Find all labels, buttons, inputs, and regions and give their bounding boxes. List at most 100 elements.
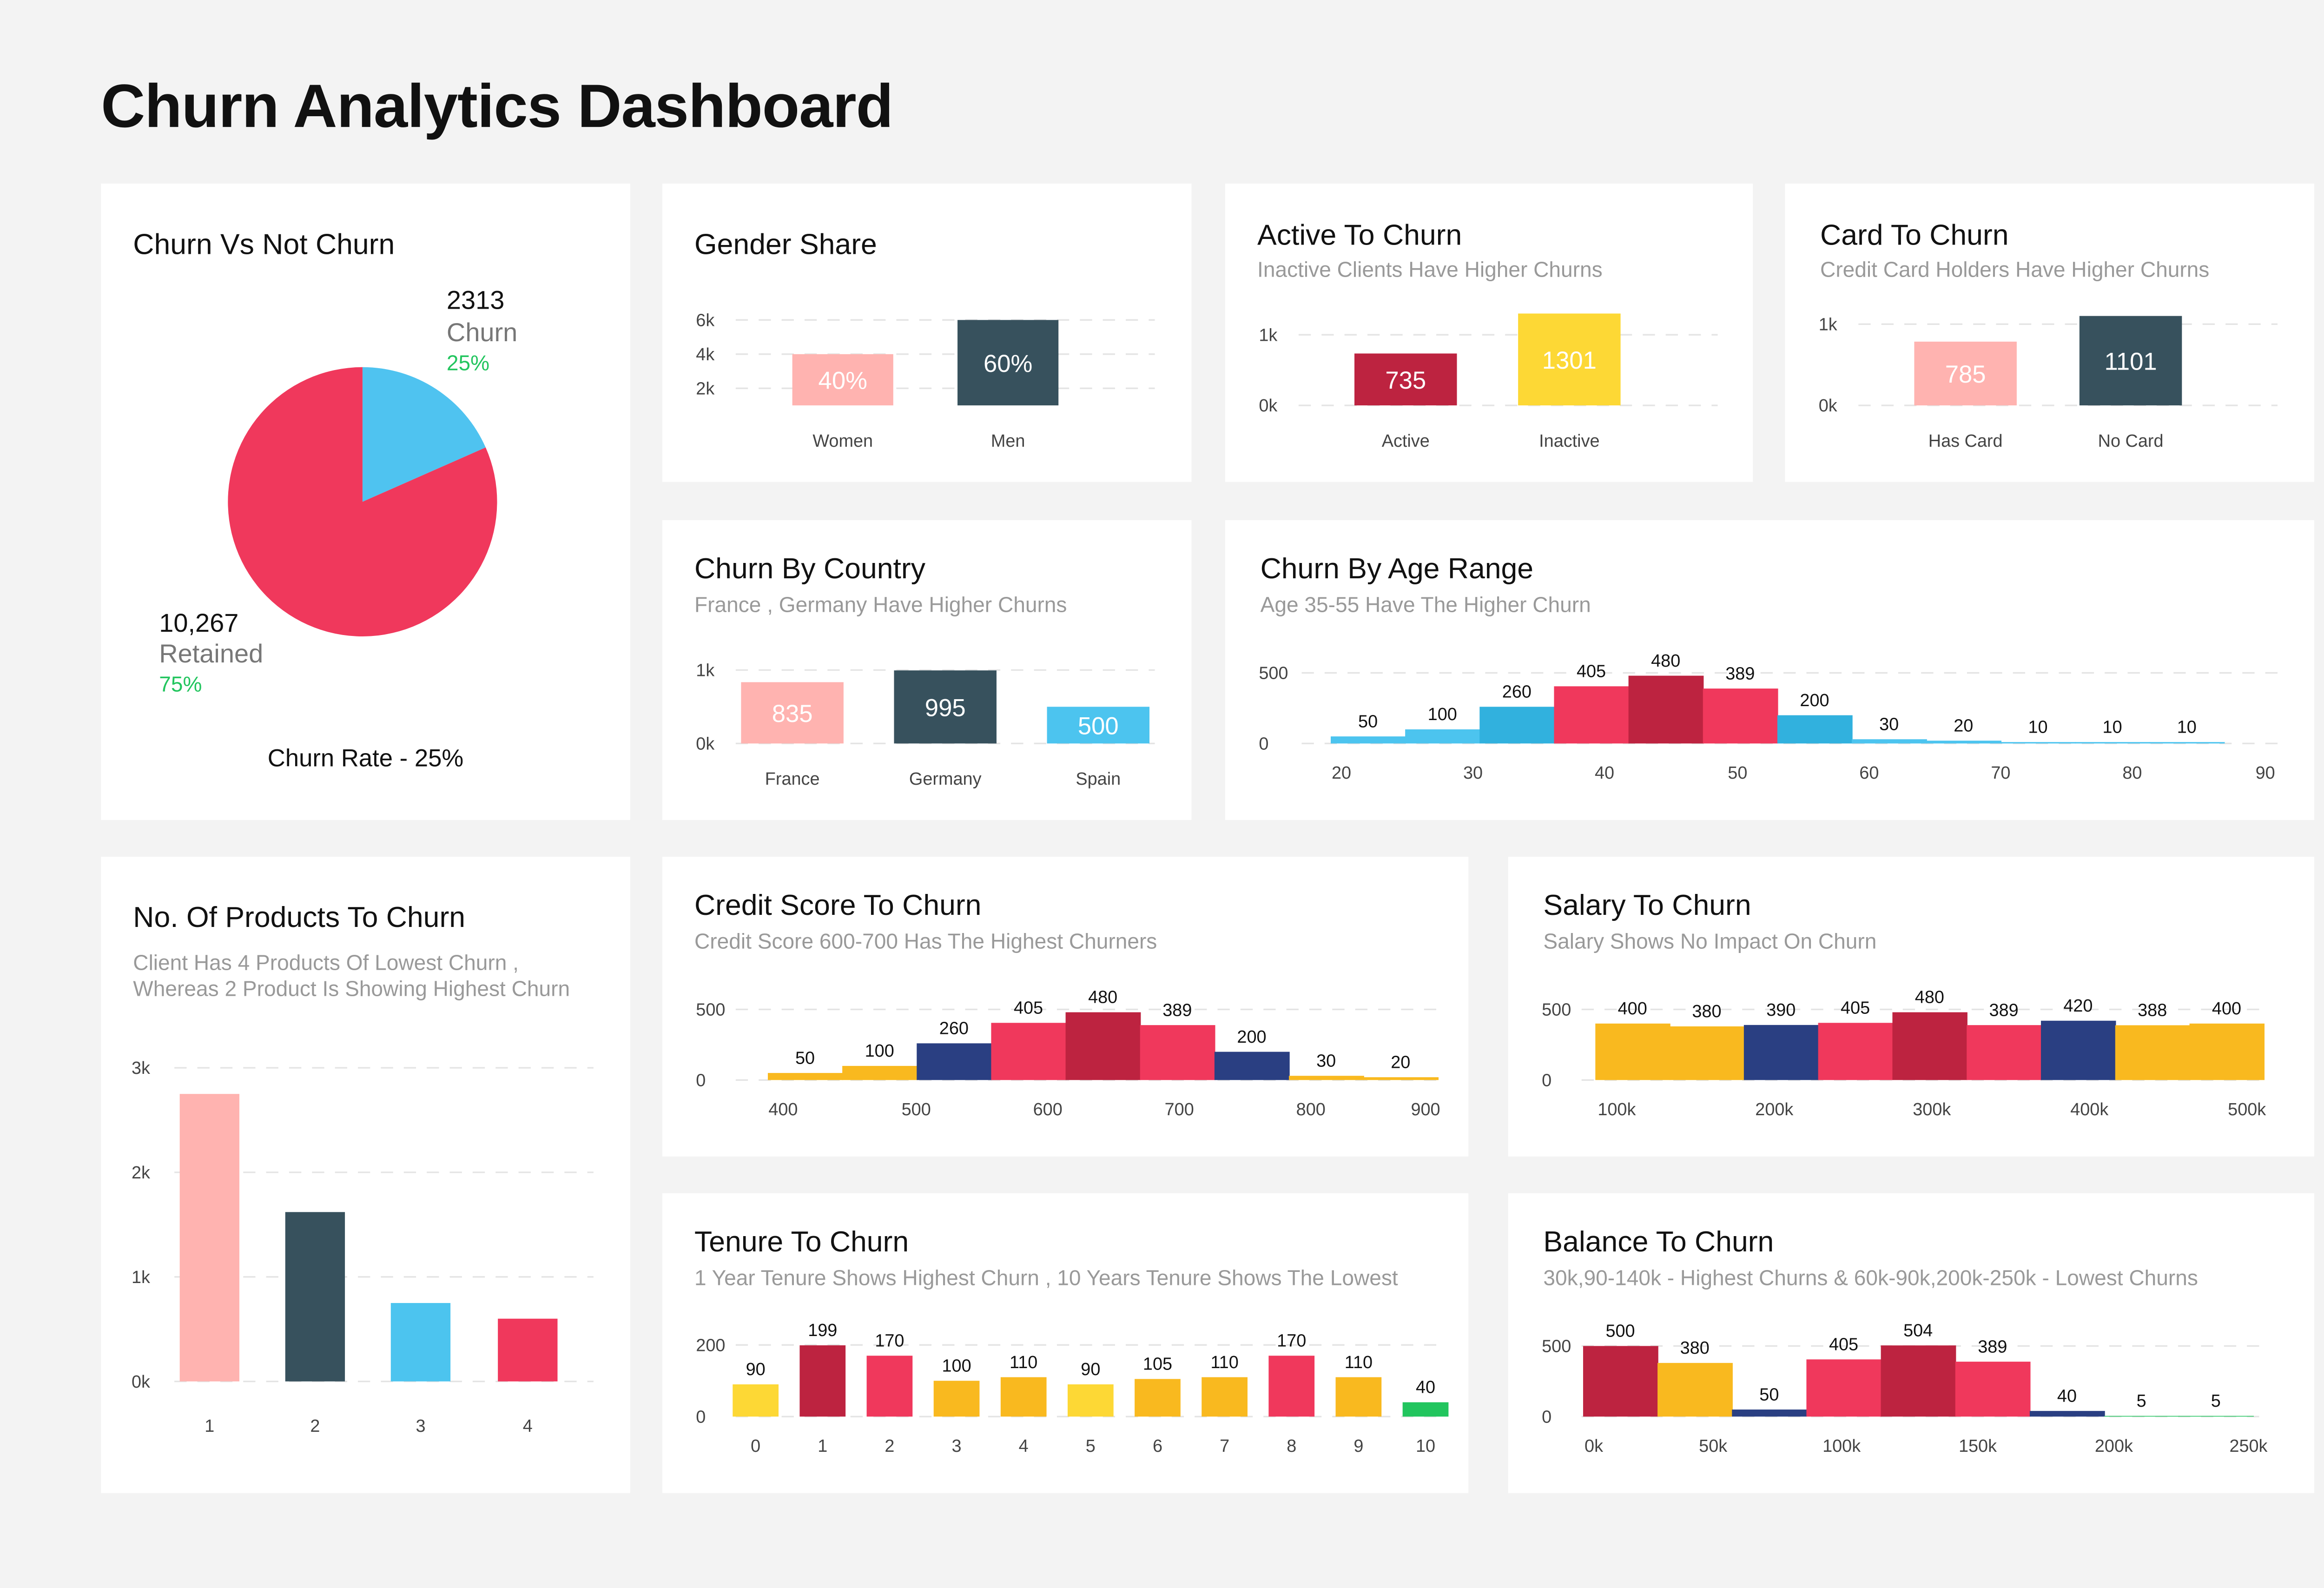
bar: [1657, 1363, 1733, 1417]
data-label: 100: [1428, 705, 1457, 724]
data-label: 200: [1237, 1027, 1266, 1047]
pie-slice-retained: [228, 367, 497, 636]
x-tick-label: 8: [1287, 1436, 1296, 1456]
x-tick-label: 0k: [1585, 1436, 1603, 1456]
x-tick-label: 500k: [2228, 1100, 2266, 1119]
y-tick-label: 0: [696, 1407, 706, 1427]
bar: [2079, 316, 2182, 406]
data-label: 105: [1143, 1355, 1172, 1374]
bar: [1554, 686, 1630, 744]
retained-label: Retained: [159, 639, 264, 669]
x-tick-label: 6: [1153, 1436, 1162, 1456]
x-tick-label: 80: [2122, 763, 2142, 783]
y-tick-label: 200: [696, 1336, 725, 1355]
bar: [498, 1318, 558, 1382]
x-tick-label: 2: [310, 1416, 320, 1436]
churn-label: Churn: [446, 318, 518, 348]
bar: [2104, 1416, 2179, 1417]
bar: [2179, 1416, 2254, 1417]
data-label: 389: [1978, 1337, 2007, 1356]
card-credit: Credit Score To Churn Credit Score 600-7…: [662, 856, 1469, 1157]
card-subtitle-line-2: Whereas 2 Product Is Showing Highest Chu…: [133, 976, 570, 1001]
credit-chart: 500 0 50 100 260 405 480 389 200 30 20 400 500 600 700…: [696, 988, 1440, 1119]
x-tick-label: 900: [1411, 1100, 1440, 1119]
y-tick-label: 0: [696, 1071, 706, 1090]
x-tick-label: 50k: [1699, 1436, 1727, 1456]
bar: [1777, 715, 1853, 744]
data-label: 389: [1162, 1000, 1192, 1020]
card-title: Churn By Age Range: [1260, 554, 1534, 586]
bar: [2041, 1020, 2116, 1080]
x-tick-label: 90: [2256, 763, 2275, 783]
data-label: 10: [2103, 718, 2122, 737]
data-label: 260: [1502, 682, 1532, 702]
bar: [767, 1073, 843, 1080]
products-chart: 3k 2k 1k 0k 1 2 3 4: [132, 1059, 594, 1436]
data-label: 40: [1416, 1378, 1435, 1397]
x-tick-label: No Card: [2098, 431, 2164, 451]
bar: [1518, 313, 1621, 406]
card-title: Salary To Churn: [1543, 890, 1751, 923]
x-tick-label: 100k: [1598, 1100, 1636, 1119]
x-tick-label: 100k: [1822, 1436, 1861, 1456]
churn-percent: 25%: [446, 350, 490, 375]
bar: [1583, 1346, 1658, 1417]
bar: [1214, 1052, 1290, 1080]
bar: [1743, 1025, 1819, 1080]
x-tick-label: Germany: [909, 769, 982, 789]
card-gender: Gender Share 6k 4k 2k 40% Women 60% Men: [662, 183, 1192, 482]
y-tick-label: 0k: [1819, 396, 1837, 416]
card-title: Credit Score To Churn: [694, 890, 982, 923]
bar: [1479, 707, 1555, 744]
data-label: 1101: [2104, 348, 2157, 376]
page-title: Churn Analytics Dashboard: [101, 73, 893, 141]
x-tick-label: 50: [1728, 763, 1747, 783]
x-tick-label: 400: [768, 1100, 798, 1119]
bar: [2115, 1025, 2191, 1080]
active-chart: 1k 0k 735 Active 1301 Inactive: [1259, 313, 1718, 451]
bar: [1202, 1377, 1248, 1417]
x-tick-label: 700: [1165, 1100, 1194, 1119]
bar: [1363, 1077, 1439, 1080]
data-label: 170: [875, 1331, 904, 1351]
y-tick-label: 4k: [696, 345, 714, 364]
data-label: 30: [1316, 1051, 1336, 1071]
data-label: 388: [2138, 1001, 2167, 1020]
bar: [2149, 742, 2225, 744]
bar: [917, 1043, 992, 1080]
bar: [1354, 353, 1457, 406]
data-label: 110: [1345, 1353, 1373, 1372]
bar: [1967, 1025, 2042, 1080]
x-tick-label: 1: [205, 1416, 214, 1436]
x-tick-label: 9: [1353, 1436, 1363, 1456]
bar: [894, 670, 997, 744]
card-balance: Balance To Churn 30k,90-140k - Highest C…: [1508, 1193, 2314, 1493]
data-label: 5: [2211, 1391, 2221, 1411]
data-label: 30: [1879, 715, 1899, 734]
x-tick-label: 40: [1595, 763, 1614, 783]
y-tick-label: 2k: [132, 1163, 150, 1183]
bar: [1852, 739, 1927, 744]
x-tick-label: 20: [1332, 763, 1351, 783]
bar: [2189, 1023, 2265, 1080]
y-tick-label: 2k: [696, 379, 714, 398]
card-subtitle: Age 35-55 Have The Higher Churn: [1260, 592, 1591, 617]
data-label: 400: [2212, 999, 2241, 1019]
data-label: 785: [1945, 361, 1986, 388]
data-label: 110: [1010, 1353, 1037, 1372]
bar: [1000, 1377, 1047, 1417]
x-tick-label: 70: [1991, 763, 2010, 783]
x-tick-label: 150k: [1959, 1436, 1997, 1456]
x-tick-label: 0: [751, 1436, 760, 1456]
data-label: 480: [1915, 988, 1944, 1007]
data-label: 40: [2057, 1386, 2077, 1406]
y-tick-label: 0: [1259, 734, 1268, 754]
bar: [390, 1303, 451, 1382]
data-label: 389: [1725, 664, 1755, 683]
x-tick-label: France: [765, 769, 820, 789]
bar: [285, 1212, 345, 1382]
card-subtitle: France , Germany Have Higher Churns: [694, 592, 1067, 617]
bar: [1881, 1345, 1956, 1417]
x-tick-label: 5: [1086, 1436, 1096, 1456]
